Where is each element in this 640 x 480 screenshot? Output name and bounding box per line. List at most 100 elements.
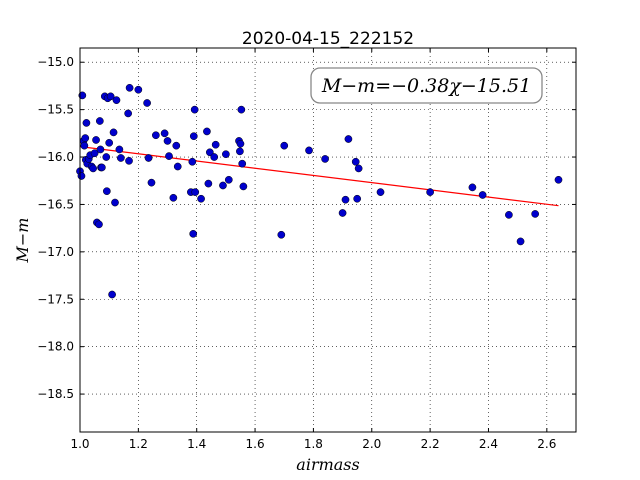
data-point [78,91,87,100]
data-point [134,85,143,94]
data-point [351,157,360,166]
x-tick-label: 2.6 [537,437,556,451]
y-tick-label: −15.5 [37,103,74,117]
chart-title: 2020-04-15_222152 [242,29,414,49]
y-tick-label: −17.0 [37,245,74,259]
data-point [89,164,97,173]
x-tick-label: 1.6 [246,437,265,451]
data-point [344,135,353,143]
data-point [189,132,198,141]
data-point [108,290,116,299]
data-point [236,147,244,156]
x-tick-label: 1.4 [187,437,206,451]
data-point [81,134,90,142]
x-tick-label: 2.2 [421,437,440,451]
data-point [125,83,134,92]
data-point [236,139,245,148]
data-point [111,198,119,207]
data-point [238,159,247,168]
data-point [224,175,233,184]
data-point [106,92,115,101]
data-point [124,109,132,118]
data-point [90,149,99,158]
data-point [173,162,182,171]
y-tick-labels: −15.0 −15.5 −16.0 −16.5 −17.0 −17.5 −18.0 −18.5 [37,55,74,401]
data-point [376,188,385,196]
fit-annotation-box: M−m=−0.38χ−15.51 [310,67,543,104]
data-point [105,138,114,147]
data-point [305,146,313,155]
data-point [210,153,219,161]
x-axis-label: airmass [296,455,359,474]
data-point [341,195,350,204]
data-point [116,154,125,162]
annotation-frame [310,67,543,104]
data-point [354,164,363,173]
data-point [172,141,181,150]
data-point [152,131,160,140]
data-point [280,141,289,150]
data-point [426,188,434,196]
data-point [516,237,525,246]
data-point [191,188,200,196]
data-point [205,148,214,157]
data-point [321,155,329,163]
points-layer [76,83,563,299]
data-point [125,156,133,165]
data-point [239,182,248,191]
data-point [189,229,198,238]
data-point [109,128,118,137]
data-point [169,193,178,202]
data-point [554,175,563,184]
data-point [203,127,211,136]
ticks-layer [79,48,576,432]
y-tick-label: −16.0 [37,150,74,164]
data-point [338,209,347,217]
x-tick-label: 1.8 [304,437,323,451]
fit-line [79,146,559,207]
data-point [147,178,156,187]
x-tick-label: 1.0 [70,437,89,451]
data-point [112,96,121,104]
plot-frame [79,47,577,433]
y-tick-label: −17.5 [37,292,74,306]
data-point [165,152,173,160]
data-point [478,191,487,199]
data-point [82,119,91,127]
data-point [160,129,169,138]
data-point [115,145,124,154]
data-point [77,172,86,180]
data-point [143,99,151,107]
y-tick-label: −18.5 [37,387,74,401]
data-point [505,211,513,219]
data-point [92,136,100,144]
x-tick-label: 1.2 [129,437,148,451]
data-point [237,105,246,114]
data-point [531,210,540,218]
data-point [98,163,106,172]
y-tick-label: −18.0 [37,340,74,354]
data-point [102,153,111,161]
data-point [96,145,105,154]
x-tick-labels: 1.0 1.2 1.4 1.6 1.8 2.0 2.2 2.4 2.6 [70,437,556,451]
data-point [197,194,205,203]
data-point [211,140,220,149]
data-point [188,157,197,166]
x-tick-label: 2.0 [362,437,381,451]
data-point [204,179,213,188]
data-point [144,154,153,162]
data-point [102,187,111,196]
x-tick-label: 2.4 [479,437,498,451]
y-tick-label: −16.5 [37,197,74,211]
y-tick-label: −15.0 [37,55,74,69]
data-point [80,141,89,150]
data-point [353,194,362,203]
fit-equation: M−m=−0.38χ−15.51 [321,75,531,97]
fit-layer [79,146,559,207]
data-point [190,105,199,114]
data-point [219,181,227,190]
data-point [468,183,477,192]
y-axis-label: M−m [13,218,32,264]
